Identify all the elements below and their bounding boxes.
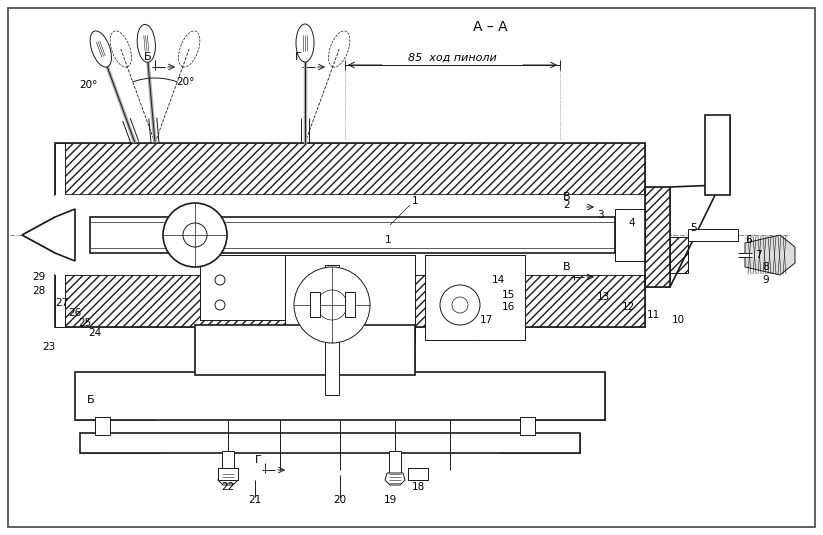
Bar [95,417,110,435]
Bar [55,143,645,195]
Text: 25: 25 [78,318,91,328]
Text: 7: 7 [755,250,761,260]
Bar [408,468,428,480]
Bar [285,255,415,340]
Circle shape [163,203,227,267]
Bar [195,325,245,375]
Bar [520,417,535,435]
Bar [706,116,730,194]
Text: 8: 8 [762,262,769,272]
Text: 22: 22 [221,482,235,492]
Bar [218,468,238,480]
Bar [75,372,155,420]
Text: Г: Г [295,52,301,62]
Bar [645,187,670,287]
Bar [55,275,645,327]
Text: 3: 3 [597,210,603,220]
Bar [195,325,415,375]
Bar [80,433,580,453]
Text: 21: 21 [249,495,262,505]
Text: В: В [563,262,571,272]
Bar [285,255,330,340]
Text: 16: 16 [502,302,515,312]
Bar [90,217,615,253]
Bar [370,255,415,340]
Bar [345,292,355,317]
Bar [325,265,339,395]
Text: 1: 1 [385,235,392,245]
Text: 2: 2 [563,200,570,210]
Bar [200,255,285,320]
Text: 12: 12 [622,302,635,312]
Circle shape [215,275,225,285]
Circle shape [294,267,370,343]
Text: 28: 28 [32,286,45,296]
Text: 1: 1 [412,196,418,206]
Text: 4: 4 [628,218,635,228]
Bar [408,468,428,480]
Bar [615,209,625,261]
Bar [520,417,535,435]
Bar [55,143,645,195]
Polygon shape [218,473,238,485]
Text: Б: Б [144,52,151,62]
Bar [525,372,605,420]
Text: 17: 17 [480,315,493,325]
Bar [425,255,525,340]
Bar [670,237,688,273]
Bar [310,292,320,317]
Text: 23: 23 [42,342,55,352]
Ellipse shape [296,24,314,62]
Polygon shape [385,473,405,485]
Bar [705,115,730,195]
Bar [55,195,645,275]
Bar [425,255,470,340]
Text: 14: 14 [492,275,505,285]
Text: Г: Г [254,455,262,465]
Text: 6: 6 [745,235,751,245]
Bar [55,275,645,327]
Bar [200,255,240,320]
Bar [222,451,234,473]
Bar [365,325,415,375]
Text: В: В [563,192,571,202]
Bar [500,433,580,453]
Bar [635,209,645,261]
Bar [95,417,110,435]
Bar [670,237,688,273]
Circle shape [215,300,225,310]
Text: 11: 11 [647,310,660,320]
Text: 20°: 20° [79,80,97,90]
Bar [218,468,238,480]
Bar [75,372,605,420]
Text: 24: 24 [88,328,101,338]
Text: 85  ход пиноли: 85 ход пиноли [407,53,496,63]
Polygon shape [22,209,75,261]
Text: А – А: А – А [472,20,507,34]
Text: 18: 18 [412,482,425,492]
Bar [80,433,160,453]
Text: 27: 27 [55,298,68,308]
Text: 20: 20 [333,495,346,505]
Bar [389,451,401,473]
Text: 20°: 20° [176,77,194,87]
Bar [645,187,670,287]
Bar [480,255,525,340]
Bar [55,143,65,327]
Ellipse shape [137,25,156,62]
Text: 13: 13 [597,292,610,302]
Text: Б: Б [87,395,95,405]
Circle shape [440,285,480,325]
Text: 9: 9 [762,275,769,285]
Bar [688,229,738,241]
Bar [615,209,645,261]
Text: 26: 26 [68,308,81,318]
Text: 29: 29 [32,272,45,282]
Text: 19: 19 [384,495,397,505]
Text: 5: 5 [690,223,696,233]
Ellipse shape [91,31,111,67]
Text: 10: 10 [672,315,685,325]
Text: 15: 15 [502,290,515,300]
Polygon shape [745,235,795,275]
